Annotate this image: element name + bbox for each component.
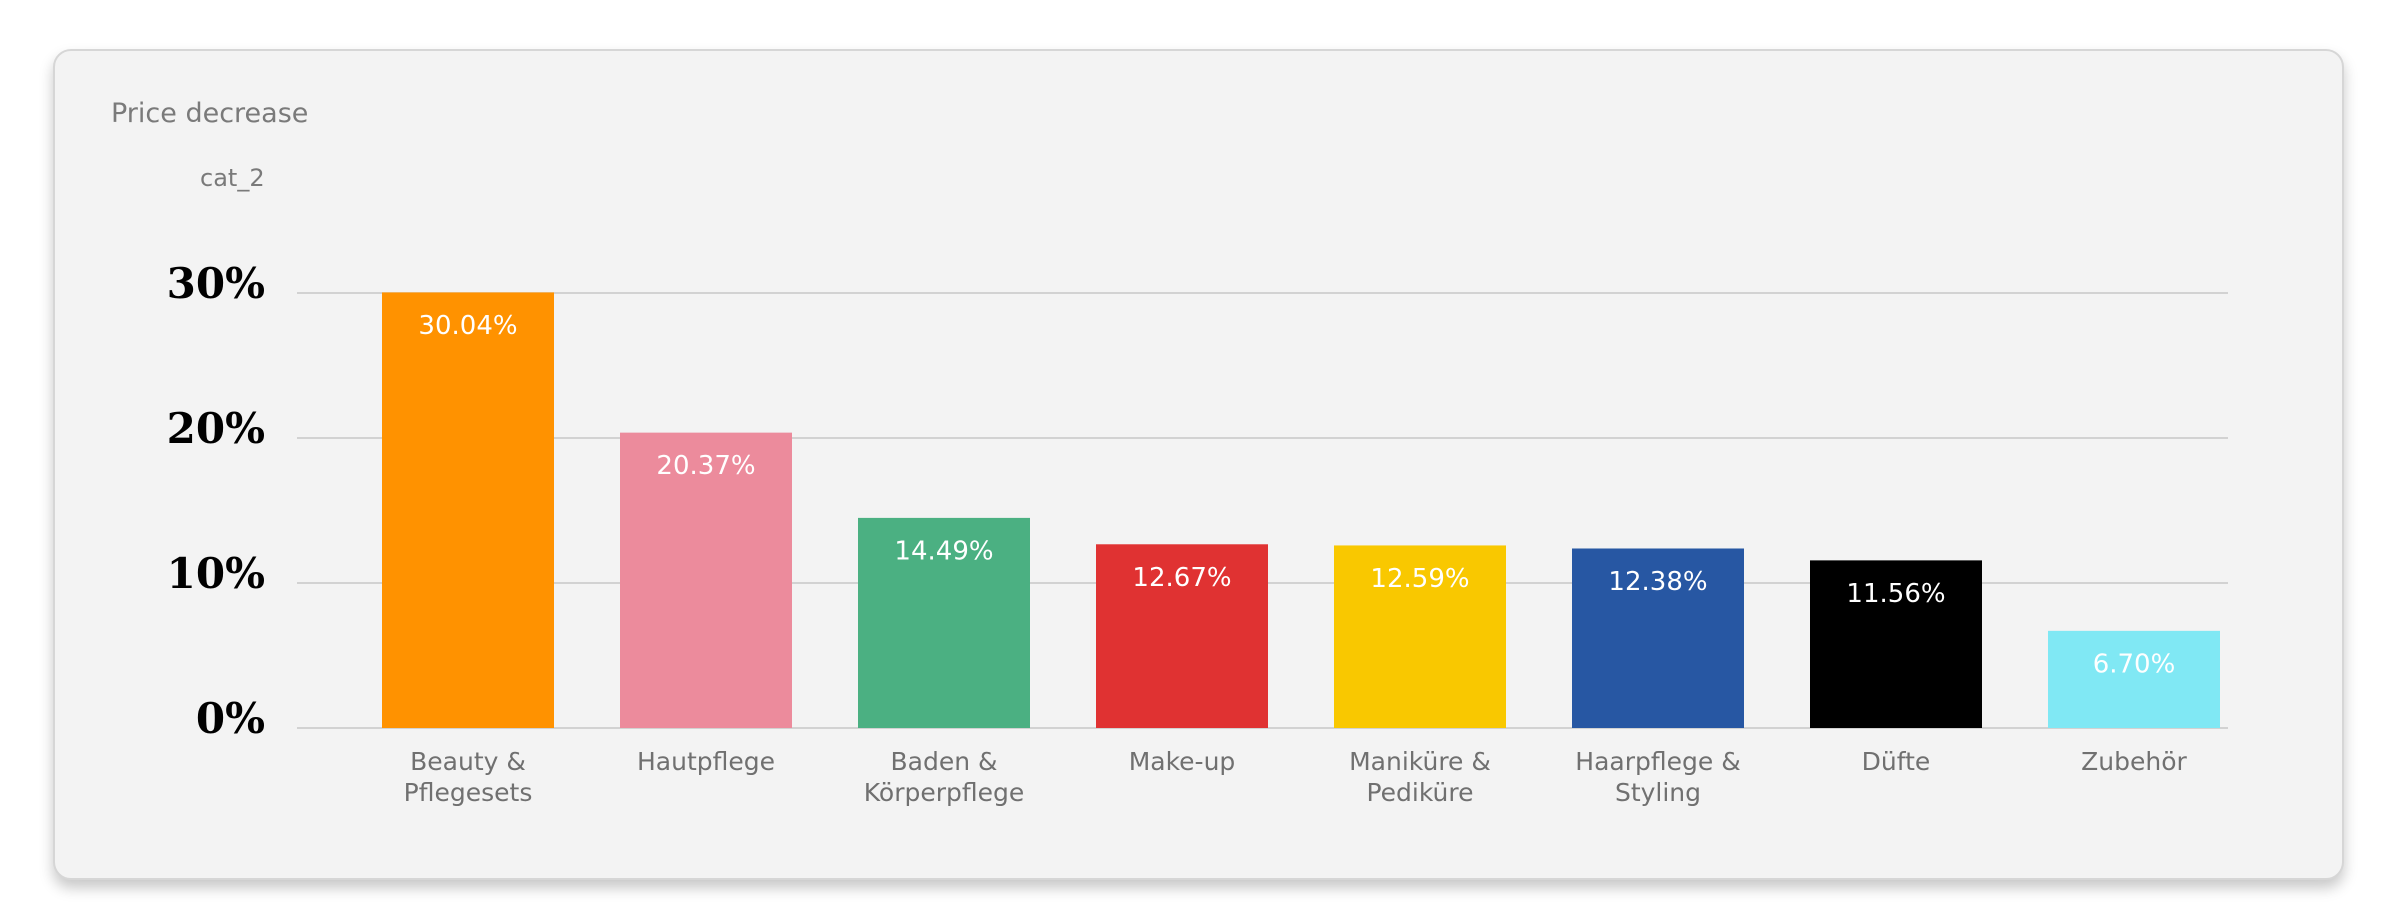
x-tick-label: Düfte bbox=[1861, 747, 1931, 776]
bar bbox=[620, 432, 792, 728]
bar bbox=[1096, 544, 1268, 728]
y-tick-label: 30% bbox=[167, 259, 265, 308]
chart-subtitle: cat_2 bbox=[200, 164, 265, 192]
value-label: 14.49% bbox=[894, 536, 993, 566]
x-tick-label: Hautpflege bbox=[636, 747, 775, 776]
y-tick-label: 0% bbox=[196, 694, 265, 743]
chart-title: Price decrease bbox=[111, 98, 309, 129]
bar bbox=[1572, 548, 1744, 728]
bar bbox=[382, 292, 554, 728]
x-tick-label: Beauty & Pflegesets bbox=[403, 747, 533, 807]
x-tick-label: Make-up bbox=[1128, 747, 1236, 776]
x-tick-label: Zubehör bbox=[2081, 747, 2187, 776]
y-tick-label: 20% bbox=[167, 404, 265, 453]
value-label: 30.04% bbox=[418, 311, 517, 341]
value-label: 11.56% bbox=[1846, 579, 1945, 609]
value-label: 12.38% bbox=[1608, 567, 1707, 597]
value-label: 12.59% bbox=[1370, 564, 1469, 594]
value-label: 12.67% bbox=[1132, 563, 1231, 593]
bar bbox=[2048, 630, 2220, 728]
y-tick-label: 10% bbox=[167, 549, 265, 598]
bar bbox=[858, 517, 1030, 728]
bar bbox=[1334, 545, 1506, 728]
bar bbox=[1810, 560, 1982, 728]
x-tick-label: Baden & Körperpflege bbox=[863, 747, 1025, 807]
value-label: 6.70% bbox=[2093, 649, 2176, 679]
x-tick-label: Haarpflege & Styling bbox=[1575, 747, 1741, 807]
value-label: 20.37% bbox=[656, 451, 755, 481]
x-tick-label: Maniküre & Pediküre bbox=[1349, 747, 1491, 807]
